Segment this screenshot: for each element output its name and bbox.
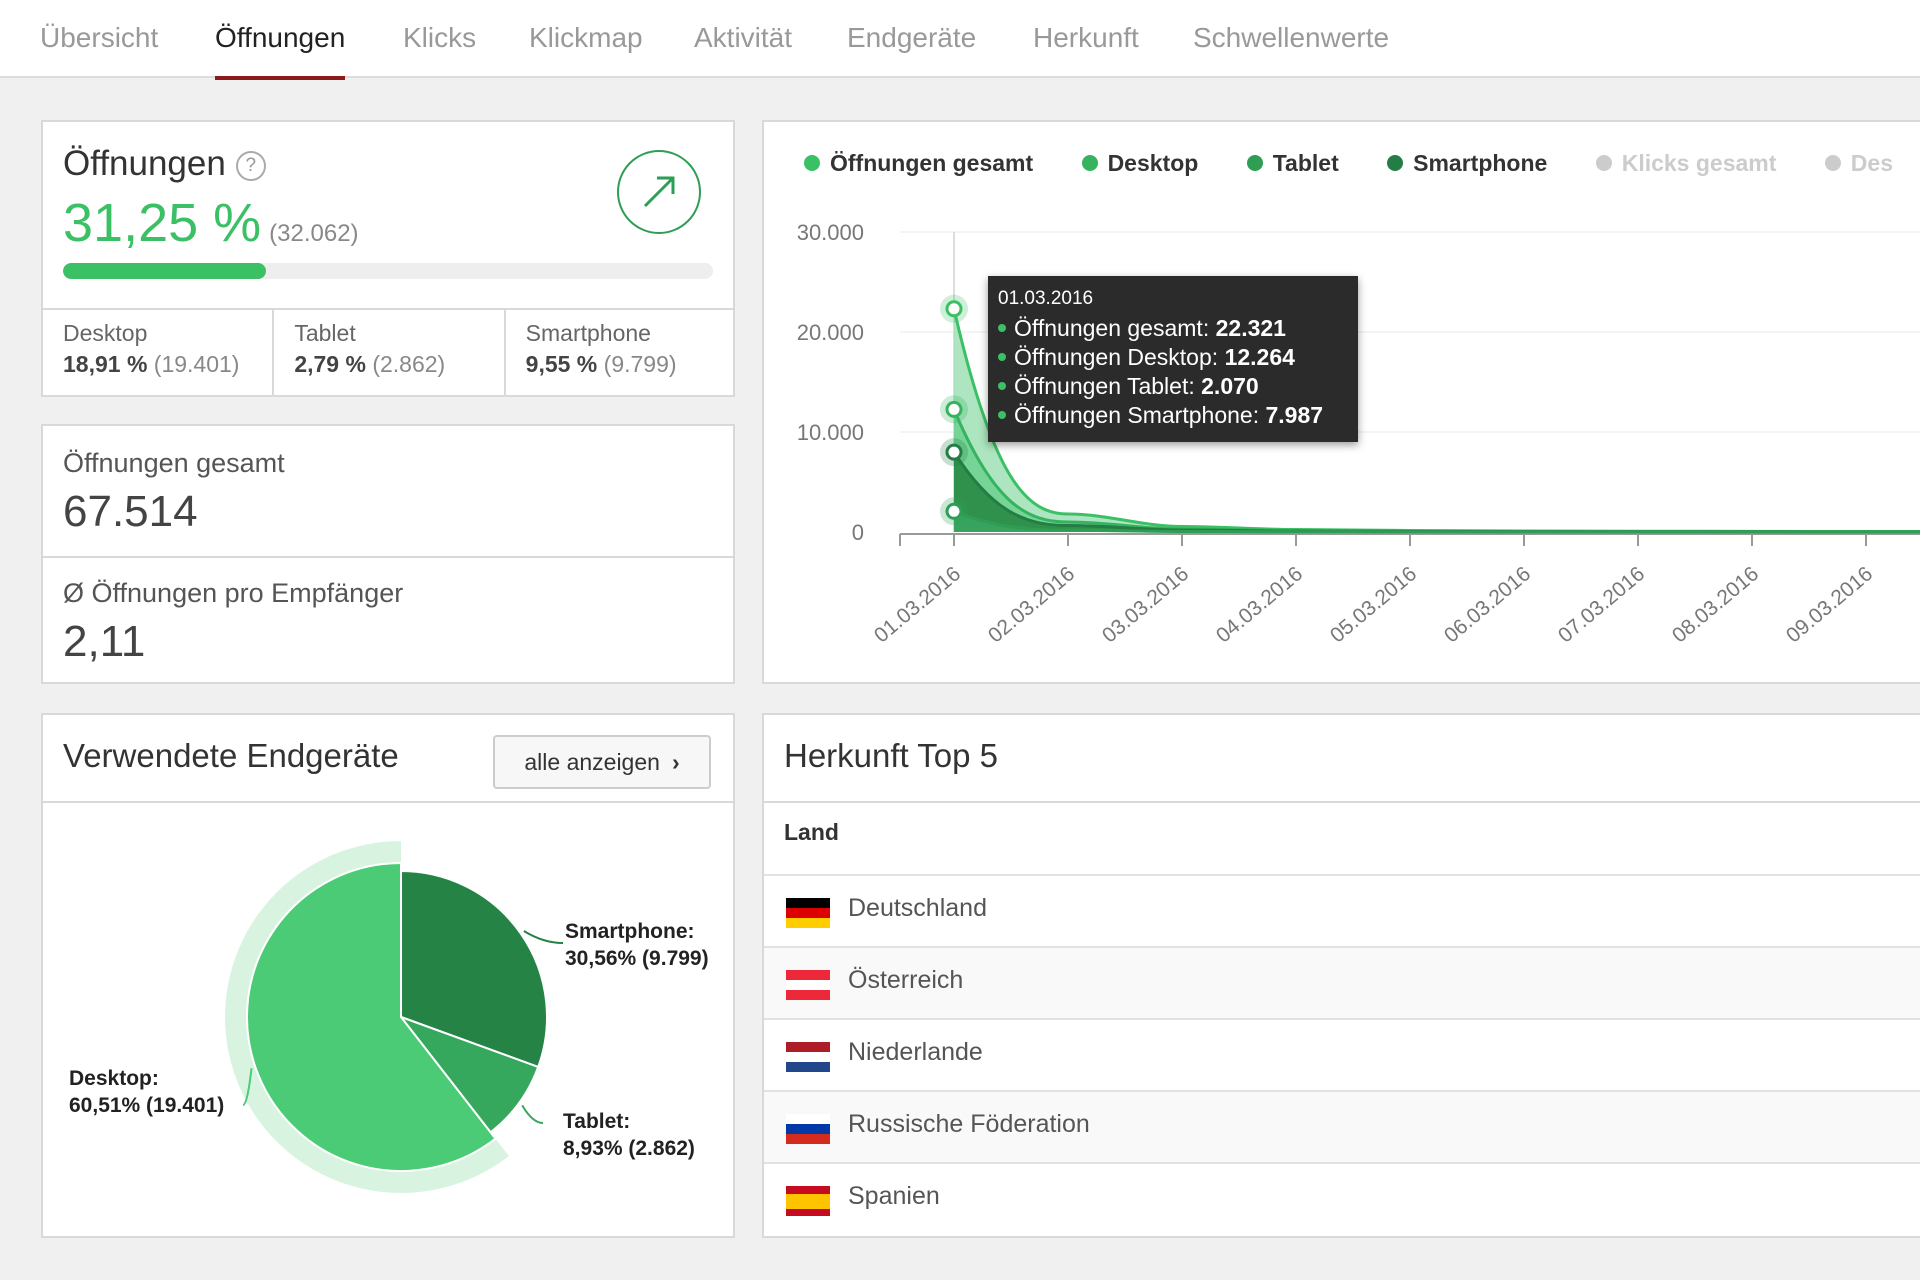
chevron-right-icon: › bbox=[671, 749, 680, 775]
pie-leader-line bbox=[523, 930, 564, 944]
legend-item-clicks-total[interactable]: Klicks gesamt bbox=[1595, 150, 1776, 177]
pie-slice-smartphone bbox=[400, 869, 548, 1069]
openings-chart-card: Öffnungen gesamt Desktop Tablet Smartpho… bbox=[762, 120, 1920, 684]
column-header-country: Land bbox=[784, 819, 839, 845]
pie-leader-line bbox=[521, 1104, 544, 1124]
table-row: Österreich bbox=[764, 946, 1920, 1018]
tooltip-row: Öffnungen Smartphone: 7.987 bbox=[998, 401, 1348, 430]
tab-activity[interactable]: Aktivität bbox=[694, 22, 793, 53]
data-point bbox=[945, 300, 963, 318]
y-tick-label: 30.000 bbox=[797, 220, 864, 245]
pie-label-desktop: Desktop: 60,51% (19.401) bbox=[69, 1067, 225, 1117]
avg-openings: Ø Öffnungen pro Empfänger 2,11 bbox=[63, 578, 404, 666]
tooltip-row: Öffnungen Tablet: 2.070 bbox=[998, 372, 1348, 401]
flag-spain-icon bbox=[786, 1186, 830, 1216]
flag-austria-icon bbox=[786, 970, 830, 1000]
openings-rate: 31,25 % (32.062) bbox=[63, 193, 359, 253]
openings-rate-count: (32.062) bbox=[269, 220, 359, 247]
chart-legend: Öffnungen gesamt Desktop Tablet Smartpho… bbox=[804, 150, 1920, 177]
tab-clickmap[interactable]: Klickmap bbox=[529, 22, 643, 53]
legend-item-total[interactable]: Öffnungen gesamt bbox=[804, 150, 1033, 177]
devices-card: Verwendete Endgeräte alle anzeigen › Smar… bbox=[41, 713, 735, 1238]
openings-progress-fill bbox=[63, 263, 267, 279]
openings-card: Öffnungen? 31,25 % (32.062) Desktop 18,91… bbox=[41, 120, 735, 397]
table-row: Spanien bbox=[764, 1162, 1920, 1234]
pie-slice-tablet bbox=[398, 1014, 540, 1134]
divider bbox=[43, 556, 733, 558]
pie-slice-desktop bbox=[246, 861, 497, 1172]
pie-label-smartphone: Smartphone: 30,56% (9.799) bbox=[565, 920, 709, 970]
device-breakdown: Desktop 18,91 % (19.401) Tablet 2,79 % (… bbox=[43, 308, 733, 395]
device-cell-desktop: Desktop 18,91 % (19.401) bbox=[43, 310, 275, 395]
show-all-button[interactable]: alle anzeigen › bbox=[493, 735, 711, 789]
total-openings: Öffnungen gesamt 67.514 bbox=[63, 448, 285, 536]
devices-pie-chart bbox=[225, 841, 564, 1193]
x-tick-label: 06.03.2016 bbox=[1440, 562, 1535, 647]
flag-germany-icon bbox=[786, 898, 830, 928]
table-row: Niederlande bbox=[764, 1018, 1920, 1090]
area-series-tablet-line bbox=[953, 509, 1920, 534]
x-tick-label: 03.03.2016 bbox=[1098, 562, 1193, 647]
totals-card: Öffnungen gesamt 67.514 Ø Öffnungen pro … bbox=[41, 424, 735, 684]
x-tick-label: 08.03.2016 bbox=[1668, 562, 1763, 647]
x-tick-label: 02.03.2016 bbox=[984, 562, 1079, 647]
tab-thresholds[interactable]: Schwellenwerte bbox=[1193, 22, 1390, 53]
legend-item-tablet[interactable]: Tablet bbox=[1246, 150, 1339, 177]
data-point bbox=[945, 502, 963, 520]
tab-openings[interactable]: Öffnungen bbox=[215, 0, 346, 80]
divider bbox=[764, 801, 1920, 803]
x-tick-label: 05.03.2016 bbox=[1326, 562, 1421, 647]
countries-card-title: Herkunft Top 5 bbox=[784, 737, 999, 774]
openings-title: Öffnungen? bbox=[63, 144, 266, 184]
tab-clicks[interactable]: Klicks bbox=[403, 22, 477, 53]
tooltip-row: Öffnungen gesamt: 22.321 bbox=[998, 314, 1348, 343]
data-point bbox=[945, 443, 963, 461]
pie-leader-line bbox=[242, 1068, 253, 1106]
arrow-up-right-icon bbox=[617, 150, 701, 234]
tab-origin[interactable]: Herkunft bbox=[1033, 22, 1139, 53]
question-circle-icon[interactable]: ? bbox=[235, 151, 266, 181]
devices-card-title: Verwendete Endgeräte bbox=[63, 737, 399, 774]
device-cell-smartphone: Smartphone 9,55 % (9.799) bbox=[525, 320, 677, 377]
flag-netherlands-icon bbox=[786, 1042, 830, 1072]
openings-progress-bar bbox=[63, 263, 713, 279]
chart-tooltip: 01.03.2016 Öffnungen gesamt: 22.321 Öffn… bbox=[988, 276, 1358, 442]
data-point bbox=[945, 400, 963, 418]
flag-russia-icon bbox=[786, 1114, 830, 1144]
legend-item-smartphone[interactable]: Smartphone bbox=[1387, 150, 1547, 177]
divider bbox=[43, 801, 733, 803]
tab-overview[interactable]: Übersicht bbox=[40, 22, 159, 53]
tab-devices[interactable]: Endgeräte bbox=[847, 22, 977, 53]
x-tick-label: 09.03.2016 bbox=[1782, 562, 1877, 647]
table-row: Deutschland bbox=[764, 874, 1920, 946]
device-cell-tablet: Tablet 2,79 % (2.862) bbox=[274, 310, 506, 395]
tooltip-row: Öffnungen Desktop: 12.264 bbox=[998, 343, 1348, 372]
table-row: Russische Föderation bbox=[764, 1090, 1920, 1162]
y-tick-label: 0 bbox=[852, 520, 864, 545]
pie-label-tablet: Tablet: 8,93% (2.862) bbox=[563, 1110, 695, 1160]
countries-card: Herkunft Top 5 Land Deutschland Österrei… bbox=[762, 713, 1920, 1238]
x-tick-label: 07.03.2016 bbox=[1554, 562, 1649, 647]
tab-bar: Übersicht Öffnungen Klicks Klickmap Akti… bbox=[0, 0, 1920, 80]
x-tick-label: 04.03.2016 bbox=[1212, 562, 1307, 647]
legend-item-desktop[interactable]: Desktop bbox=[1081, 150, 1198, 177]
x-tick-label: 01.03.2016 bbox=[870, 562, 965, 647]
legend-item-desktop-clicks[interactable]: Des bbox=[1824, 150, 1893, 177]
y-tick-label: 10.000 bbox=[797, 420, 864, 445]
y-tick-label: 20.000 bbox=[797, 320, 864, 345]
